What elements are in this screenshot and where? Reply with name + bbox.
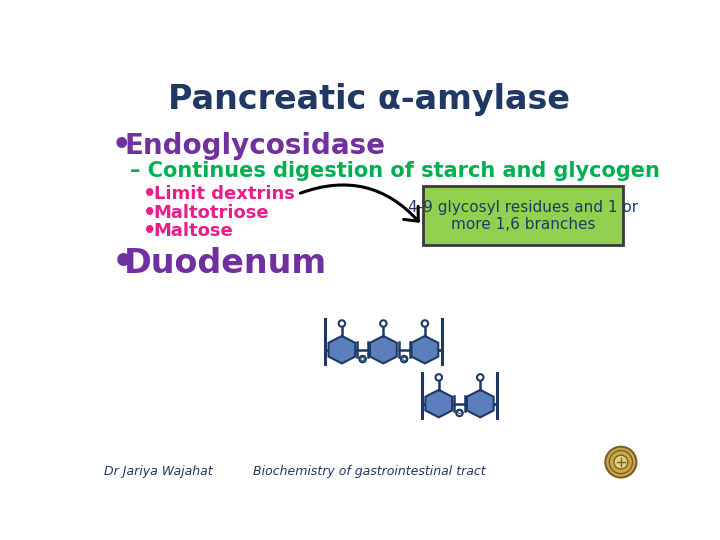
Text: •: • [143,202,156,222]
Polygon shape [328,336,355,363]
Circle shape [606,447,636,477]
Circle shape [477,374,484,381]
FancyArrowPatch shape [300,185,418,221]
Text: Endoglycosidase: Endoglycosidase [124,132,385,160]
Text: •: • [112,131,131,160]
Text: Biochemistry of gastrointestinal tract: Biochemistry of gastrointestinal tract [253,465,485,478]
Text: – Continues digestion of starch and glycogen: – Continues digestion of starch and glyc… [130,161,660,181]
Text: 4-9 glycosyl residues and 1 or
more 1,6 branches: 4-9 glycosyl residues and 1 or more 1,6 … [408,199,639,232]
Circle shape [422,320,428,327]
Polygon shape [412,336,438,363]
Circle shape [401,356,408,362]
Text: O: O [457,410,462,415]
Text: Pancreatic α-amylase: Pancreatic α-amylase [168,83,570,116]
Text: •: • [143,184,156,204]
Text: Dr Jariya Wajahat: Dr Jariya Wajahat [104,465,212,478]
FancyBboxPatch shape [423,186,624,245]
Circle shape [380,320,387,327]
Circle shape [436,374,442,381]
Text: •: • [112,246,135,280]
Text: Limit dextrins: Limit dextrins [153,185,294,203]
Polygon shape [370,336,397,363]
Circle shape [456,410,463,416]
Circle shape [338,320,345,327]
Text: Maltose: Maltose [153,222,233,240]
Circle shape [359,356,366,362]
Text: •: • [143,221,156,241]
Text: O: O [402,356,407,362]
Circle shape [614,455,628,469]
Text: O: O [360,356,365,362]
Polygon shape [467,390,494,417]
Text: Maltotriose: Maltotriose [153,204,269,221]
Polygon shape [426,390,452,417]
Text: Duodenum: Duodenum [124,247,327,280]
